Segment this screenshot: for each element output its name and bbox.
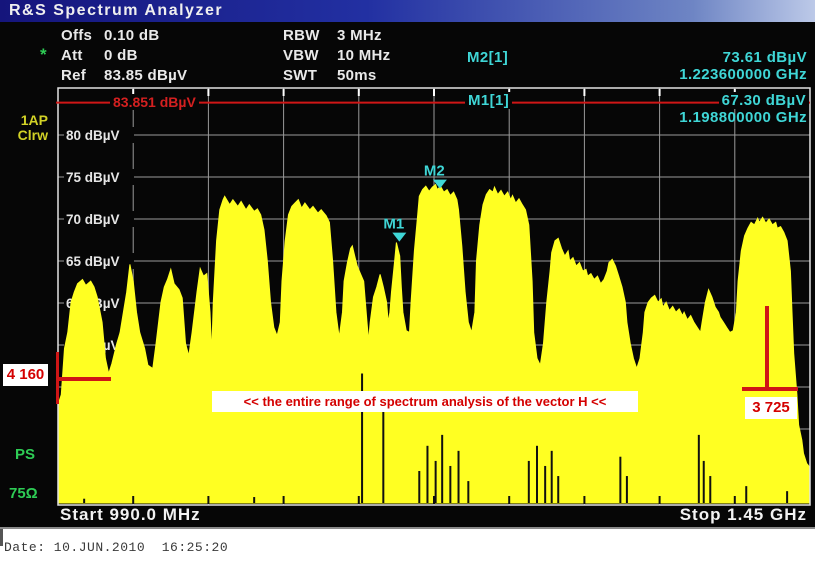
left-dimension-value: 4 160 [3, 364, 48, 386]
vbw-value: 10 MHz [337, 47, 391, 64]
y-label-halo [64, 253, 134, 269]
impedance-label: 75Ω [9, 485, 38, 502]
start-frequency: Start 990.0 MHz [60, 505, 201, 524]
offset-value: 0.10 dB [104, 27, 160, 44]
marker-m1-icon [392, 232, 407, 242]
marker-m2-name: M2[1] [467, 49, 509, 66]
title-bar[interactable]: R&S Spectrum Analyzer [0, 0, 815, 22]
y-label-halo [64, 169, 134, 185]
marker-m1-name: M1[1] [465, 92, 513, 109]
left-dimension-hline [56, 377, 111, 381]
rbw-value: 3 MHz [337, 27, 382, 44]
swt-label: SWT [283, 67, 318, 84]
marker-m2-level: 73.61 dBµV [722, 49, 807, 66]
marker-m2-icon [432, 179, 447, 189]
ref-value: 83.85 dBµV [104, 67, 188, 84]
marker-m1-label: M1 [383, 216, 404, 233]
preselector-label: PS [15, 446, 36, 463]
y-label-halo [64, 127, 134, 143]
marker-m1-level: 67.30 dBµV [718, 92, 809, 109]
right-dimension-value: 3 725 [745, 397, 797, 419]
swt-value: 50ms [337, 67, 377, 84]
y-axis-label: 65 dBµV [66, 254, 120, 269]
marker-m2-label: M2 [424, 163, 445, 180]
ref-line-label: 83.851 dBµV [110, 94, 199, 110]
grid-border [57, 87, 811, 506]
range-annotation: << the entire range of spectrum analysis… [212, 391, 638, 412]
trace-detector-label: 1AP [20, 112, 48, 128]
window-title: R&S Spectrum Analyzer [9, 2, 224, 19]
y-axis-label: 70 dBµV [66, 212, 120, 227]
att-value: 0 dB [104, 47, 138, 64]
y-axis-label: 80 dBµV [66, 128, 120, 143]
date-line: Date: 10.JUN.2010 16:25:20 [4, 540, 229, 555]
rbw-label: RBW [283, 27, 320, 44]
ref-label: Ref [61, 67, 87, 84]
offset-label: Offs [61, 27, 93, 44]
marker-m1-frequency: 1.198800000 GHz [679, 109, 807, 126]
y-label-halo [64, 211, 134, 227]
stop-frequency: Stop 1.45 GHz [679, 505, 807, 524]
coupling-star-icon: * [40, 45, 47, 64]
screen-edge-decoration [0, 529, 3, 546]
trace-mode-label: Clrw [17, 127, 48, 143]
right-dimension-vline [765, 306, 769, 390]
y-axis-label: 75 dBµV [66, 170, 120, 185]
att-label: Att [61, 47, 83, 64]
marker-m2-frequency: 1.223600000 GHz [679, 66, 807, 83]
right-dimension-hline [742, 387, 798, 391]
spectrum-trace [57, 183, 811, 504]
vbw-label: VBW [283, 47, 319, 64]
